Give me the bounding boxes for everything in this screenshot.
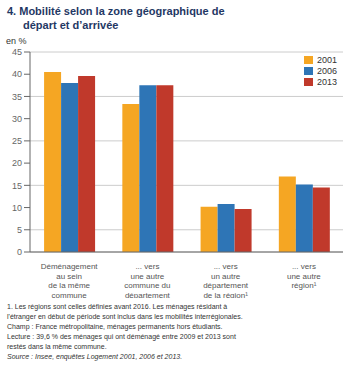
svg-text:... versun autredépartementde: ... versun autredépartementde la région¹ <box>203 262 249 298</box>
html-text:2013: 2013 <box>317 76 337 87</box>
html-text:l'étranger en début de période: l'étranger en début de période sont incl… <box>7 313 243 320</box>
svg-text:25: 25 <box>12 136 22 146</box>
html-text:2006: 2006 <box>317 65 337 76</box>
html-text:2001: 2001 <box>317 54 337 65</box>
svg-text:10: 10 <box>12 203 22 213</box>
html-text:en %: en % <box>6 36 27 46</box>
svg-text:45: 45 <box>12 47 22 57</box>
svg-text:... versune autrerégion¹: ... versune autrerégion¹ <box>287 262 321 290</box>
svg-text:30: 30 <box>12 114 22 124</box>
svg-text:... versune autrecommune dudép: ... versune autrecommune dudépartement <box>124 262 170 298</box>
html-text:Champ : France métropolitaine,: Champ : France métropolitaine, ménages p… <box>7 323 223 330</box>
svg-text:0: 0 <box>17 247 22 257</box>
html-text:Lecture : 39,6 % des ménages q: Lecture : 39,6 % des ménages qui ont dém… <box>7 333 236 340</box>
svg-text:20: 20 <box>12 158 22 168</box>
html-text:restés dans la même commune.: restés dans la même commune. <box>7 343 107 350</box>
svg-text:40: 40 <box>12 69 22 79</box>
svg-text:35: 35 <box>12 92 22 102</box>
html-text:Source : Insee, enquêtes Logem: Source : Insee, enquêtes Logement 2001, … <box>7 353 183 360</box>
html-text:4. Mobilité selon la zone géog: 4. Mobilité selon la zone géographique d… <box>7 5 225 17</box>
html-text:départ et d’arrivée: départ et d’arrivée <box>23 19 119 31</box>
svg-text:Déménagementau seinde la mêmec: Déménagementau seinde la mêmecommune <box>41 262 99 298</box>
svg-text:15: 15 <box>12 181 22 191</box>
svg-text:5: 5 <box>17 225 22 235</box>
html-text:1. Les régions sont celles déf: 1. Les régions sont celles définies avan… <box>7 303 228 310</box>
